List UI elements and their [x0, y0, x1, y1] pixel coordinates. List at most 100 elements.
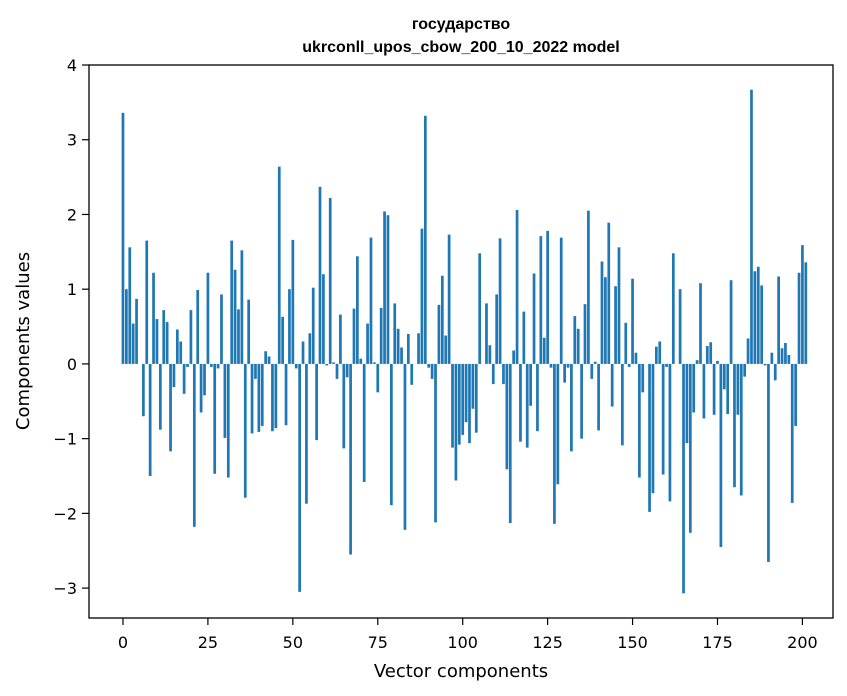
bar-component-28 — [216, 363, 220, 369]
bar-component-99 — [457, 363, 461, 445]
bar-component-120 — [529, 363, 532, 406]
y-axis-ticks: −3 −2 −1 0 1 2 3 4 — [53, 56, 89, 598]
bar-component-7 — [145, 240, 149, 364]
bar-component-179 — [729, 280, 733, 364]
bar-component-175 — [716, 360, 719, 364]
bar-component-53 — [301, 341, 305, 364]
bar-component-50 — [291, 239, 295, 364]
y-tick-label-0: 0 — [67, 355, 77, 374]
bar-component-109 — [491, 363, 495, 385]
bar-component-192 — [773, 363, 777, 381]
bar-component-119 — [525, 363, 529, 448]
x-tick-label-175: 175 — [702, 633, 733, 652]
y-tick-label-4: 4 — [67, 56, 77, 75]
bar-component-87 — [417, 333, 420, 364]
bar-component-25 — [206, 272, 210, 364]
bar-component-0 — [121, 112, 125, 364]
bar-component-107 — [485, 303, 488, 364]
bar-component-46 — [277, 166, 281, 364]
bar-component-54 — [305, 363, 308, 504]
bar-component-198 — [794, 363, 797, 426]
bar-component-97 — [451, 363, 454, 448]
bar-component-172 — [705, 345, 709, 364]
bar-component-32 — [230, 240, 234, 364]
bar-component-187 — [756, 266, 760, 364]
bar-component-116 — [515, 209, 519, 364]
bar-component-66 — [345, 363, 349, 378]
y-axis-label: Components values — [13, 252, 34, 430]
bar-component-194 — [780, 348, 784, 364]
bar-component-189 — [763, 363, 767, 366]
bar-component-136 — [583, 304, 587, 364]
bar-component-103 — [471, 363, 475, 409]
bar-component-43 — [267, 356, 271, 364]
bar-component-80 — [393, 303, 397, 364]
bar-component-130 — [563, 363, 566, 383]
bar-component-183 — [743, 363, 747, 377]
bar-component-38 — [250, 363, 254, 434]
bar-component-51 — [294, 363, 298, 369]
bar-component-190 — [767, 363, 770, 562]
plot-frame — [88, 64, 834, 619]
bar-component-173 — [709, 342, 713, 364]
bar-component-118 — [522, 311, 526, 364]
bar-component-1 — [125, 289, 128, 364]
bar-component-112 — [502, 363, 505, 385]
bar-component-181 — [736, 363, 740, 415]
bar-component-148 — [624, 322, 628, 364]
bar-component-71 — [362, 363, 366, 482]
x-tick-label-75: 75 — [368, 633, 388, 652]
bar-component-104 — [474, 363, 478, 433]
bar-component-162 — [671, 253, 675, 364]
bar-component-180 — [733, 363, 736, 488]
bar-component-113 — [505, 363, 509, 470]
bar-component-18 — [182, 363, 186, 394]
chart-title-line2: ukrconll_upos_cbow_200_10_2022 model — [302, 39, 619, 56]
bar-component-33 — [233, 269, 237, 364]
bar-component-74 — [373, 362, 376, 364]
x-tick-label-200: 200 — [787, 633, 818, 652]
bar-component-195 — [784, 342, 787, 364]
bar-component-36 — [243, 363, 247, 498]
x-tick-label-125: 125 — [532, 633, 563, 652]
bar-component-68 — [352, 308, 356, 364]
bar-component-89 — [423, 115, 427, 364]
bar-component-91 — [430, 363, 434, 379]
bar-component-75 — [376, 363, 380, 393]
bar-component-135 — [580, 363, 583, 439]
bar-component-193 — [777, 276, 780, 364]
bar-component-161 — [668, 363, 672, 502]
bar-component-96 — [447, 234, 451, 364]
bar-component-171 — [702, 363, 706, 419]
bar-component-191 — [770, 352, 774, 364]
bar-component-177 — [722, 363, 726, 390]
bar-component-6 — [142, 363, 145, 417]
x-tick-label-0: 0 — [118, 633, 128, 652]
bar-component-64 — [339, 314, 342, 364]
bar-component-182 — [739, 363, 743, 496]
y-tick-label-3: 3 — [67, 131, 77, 150]
bar-component-30 — [223, 363, 227, 438]
bar-component-17 — [179, 341, 183, 364]
bar-component-24 — [203, 363, 206, 396]
bar-component-92 — [434, 363, 437, 523]
bars-group — [121, 89, 808, 594]
bar-component-132 — [570, 363, 573, 452]
bar-component-57 — [315, 363, 318, 441]
bar-component-159 — [661, 363, 665, 475]
bar-component-137 — [587, 210, 590, 364]
bar-component-151 — [634, 352, 638, 364]
bar-component-48 — [284, 363, 288, 426]
chart-title-line1: государство — [412, 16, 511, 33]
bar-component-184 — [746, 338, 750, 364]
bar-component-166 — [685, 363, 689, 444]
bar-component-39 — [254, 363, 257, 379]
bar-component-73 — [369, 237, 373, 364]
bar-component-150 — [631, 278, 634, 364]
bar-component-117 — [519, 363, 522, 442]
bar-component-188 — [760, 285, 764, 364]
bar-component-61 — [328, 198, 332, 364]
bar-component-128 — [556, 363, 560, 485]
bar-component-8 — [148, 363, 152, 477]
